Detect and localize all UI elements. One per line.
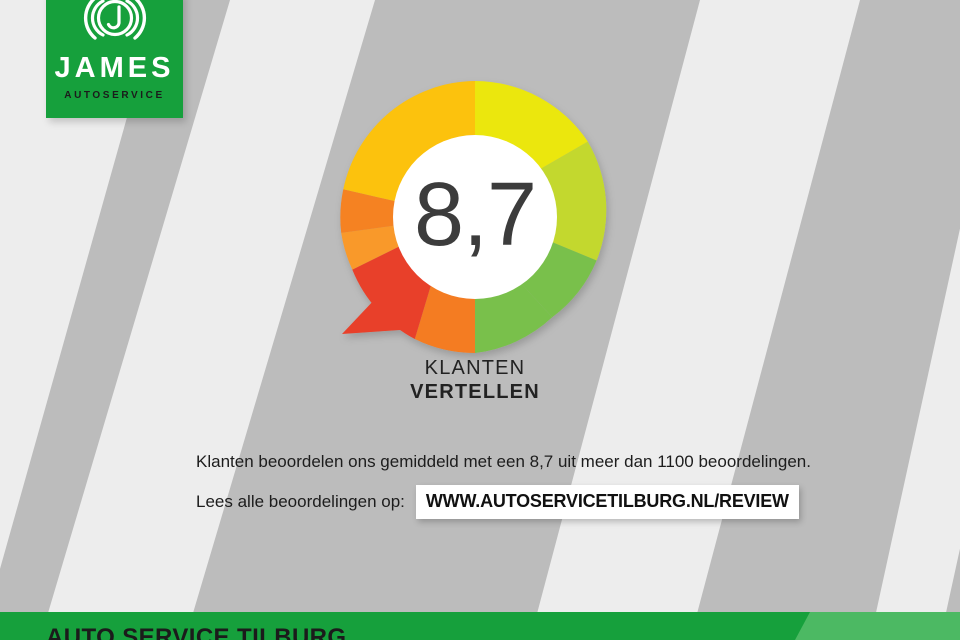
review-url-row: Lees alle beoordelingen op: WWW.AUTOSERV… [196, 485, 896, 519]
segment-amber [343, 81, 475, 202]
caption-line-1: KLANTEN [424, 357, 526, 379]
stripe-light-4 [870, 228, 960, 640]
segment-orange-mid [340, 189, 396, 233]
logo-subtitle: AUTOSERVICE [64, 90, 165, 101]
segment-orange-light [341, 225, 412, 270]
logo-wordmark: JAMES [54, 52, 175, 84]
donut-segments [340, 81, 607, 354]
stripe-light-2 [40, 0, 375, 640]
klantenvertellen-caption: KLANTEN VERTELLEN [330, 356, 620, 404]
footer-bar [0, 612, 960, 640]
j-in-circle-icon [83, 0, 146, 40]
footer-bar-accent [795, 612, 960, 640]
segment-orange [414, 260, 475, 354]
rating-sentence: Klanten beoordelen ons gemiddeld met een… [196, 452, 811, 471]
stripe-light-1 [0, 0, 160, 569]
stripe-light-3 [530, 0, 860, 640]
review-url-lead: Lees alle beoordelingen op: [196, 492, 405, 511]
james-logo-block: JAMES AUTOSERVICE [46, 0, 183, 118]
review-url-link[interactable]: WWW.AUTOSERVICETILBURG.NL/REVIEW [415, 485, 799, 519]
review-score-donut: 8,7 [330, 72, 620, 362]
donut-center-disc [393, 135, 557, 299]
caption-line-2: VERTELLEN [410, 381, 540, 403]
score-value: 8,7 [413, 165, 537, 266]
body-copy: Klanten beoordelen ons gemiddeld met een… [196, 451, 896, 519]
segment-yellow-top [475, 81, 588, 181]
footer-title: AUTO SERVICE TILBURG [46, 624, 347, 640]
